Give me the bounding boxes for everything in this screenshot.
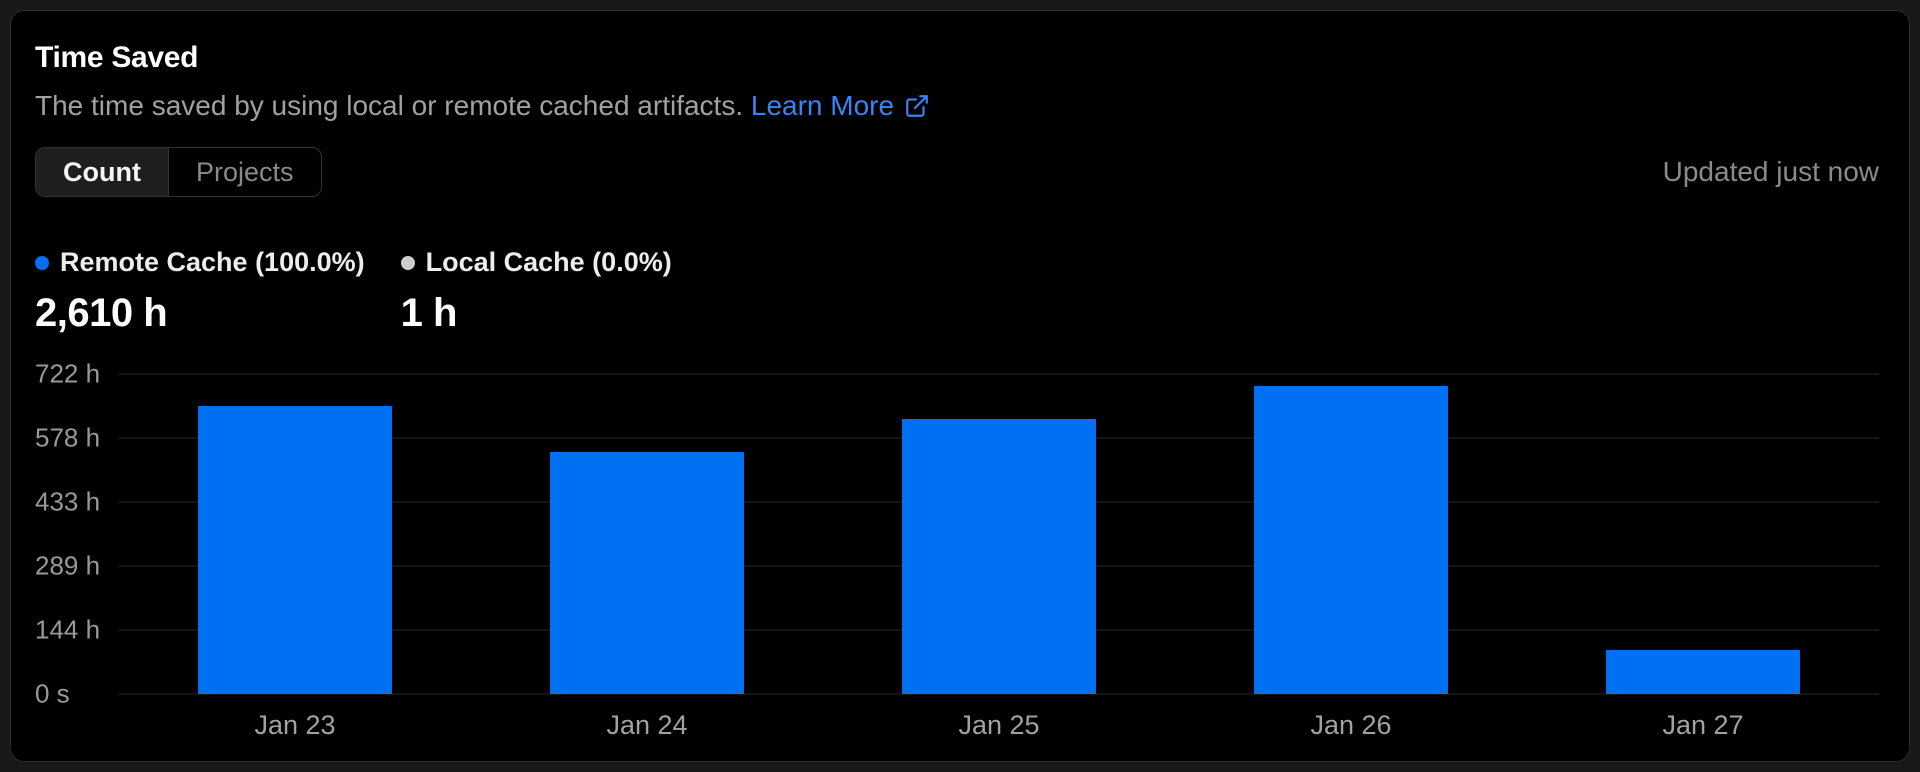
bar-slot [1527, 374, 1879, 694]
bar-slot [823, 374, 1175, 694]
time-saved-card: Time Saved The time saved by using local… [10, 10, 1910, 762]
chart-bar-jan-25[interactable] [902, 419, 1096, 694]
x-axis-label: Jan 25 [958, 710, 1040, 740]
chart-plot: 722 h 578 h 433 h 289 h 144 h 0 s [35, 359, 1883, 709]
legend-value-local-cache: 1 h [400, 291, 458, 335]
learn-more-label: Learn More [750, 90, 895, 121]
x-axis-label: Jan 24 [606, 710, 688, 740]
y-axis-label: 722 h [35, 358, 101, 389]
chart-bar-jan-23[interactable] [198, 405, 392, 694]
view-toggle: Count Projects [35, 147, 322, 197]
legend-dot-remote-cache [35, 255, 49, 270]
y-axis-label: 0 s [35, 678, 70, 709]
toggle-option-count[interactable]: Count [36, 148, 169, 196]
gridline [119, 693, 1879, 695]
x-axis-label: Jan 23 [254, 710, 336, 740]
page-description: The time saved by using local or remote … [35, 89, 1883, 123]
bar-slot [471, 374, 823, 694]
chart-bar-jan-26[interactable] [1254, 385, 1448, 694]
bars-container [119, 374, 1879, 694]
y-axis-label: 578 h [35, 422, 101, 453]
bar-slot [1175, 374, 1527, 694]
x-axis-label: Jan 27 [1662, 710, 1744, 740]
legend-dot-local-cache [400, 255, 415, 270]
legend-item-remote-cache: Remote Cache (100.0%) 2,610 h [35, 247, 365, 336]
y-axis-label: 144 h [35, 614, 101, 645]
legend-value-remote-cache: 2,610 h [35, 291, 168, 335]
legend-item-local-cache: Local Cache (0.0%) 1 h [400, 247, 672, 336]
gridline [119, 373, 1879, 375]
toggle-option-projects[interactable]: Projects [169, 148, 321, 196]
legend: Remote Cache (100.0%) 2,610 h Local Cach… [35, 247, 1883, 336]
controls-row: Count Projects Updated just now [35, 147, 1883, 197]
updated-status: Updated just now [1662, 156, 1879, 187]
x-axis-label: Jan 26 [1310, 710, 1392, 740]
learn-more-link[interactable]: Learn More [751, 89, 930, 123]
y-axis-label: 289 h [35, 550, 101, 581]
page-title: Time Saved [35, 41, 199, 74]
bar-slot [119, 374, 471, 694]
legend-label-local-cache: Local Cache (0.0%) [425, 247, 672, 277]
y-axis-label: 433 h [35, 486, 101, 517]
chart-bar-jan-24[interactable] [550, 452, 744, 694]
description-text: The time saved by using local or remote … [35, 90, 744, 121]
external-link-icon [906, 95, 928, 117]
x-axis: Jan 23 Jan 24 Jan 25 Jan 26 Jan 27 [119, 710, 1879, 741]
legend-label-remote-cache: Remote Cache (100.0%) [60, 247, 365, 277]
chart-bar-jan-27[interactable] [1606, 649, 1800, 694]
